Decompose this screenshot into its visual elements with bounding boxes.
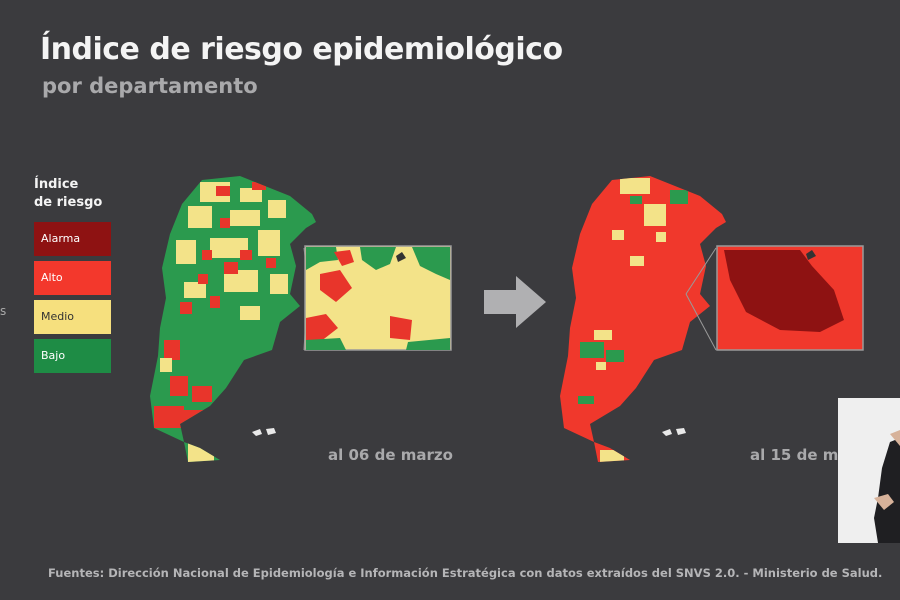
cropped-edge-text: s — [0, 304, 7, 318]
map-date-label-right: al 15 de ma — [750, 446, 849, 464]
legend-title-line2: de riesgo — [34, 195, 103, 210]
legend-item-medio: Medio — [34, 300, 111, 334]
page-title: Índice de riesgo epidemiológico — [40, 32, 563, 67]
legend-item-alto: Alto — [34, 261, 111, 295]
legend-title: Índice de riesgo — [34, 176, 102, 212]
risk-map-march-15 — [560, 176, 864, 462]
interpreter-figure — [874, 430, 900, 543]
arrow-right-icon — [484, 276, 546, 328]
legend-item-bajo: Bajo — [34, 339, 111, 373]
legend-title-line1: Índice — [34, 177, 79, 192]
sources-footer: Fuentes: Dirección Nacional de Epidemiol… — [48, 566, 883, 580]
risk-map-march-06 — [150, 176, 452, 462]
sign-language-interpreter-video — [838, 398, 900, 543]
legend-item-alarma: Alarma — [34, 222, 111, 256]
page-subtitle: por departamento — [42, 74, 258, 98]
map-date-label-left: al 06 de marzo — [328, 446, 453, 464]
